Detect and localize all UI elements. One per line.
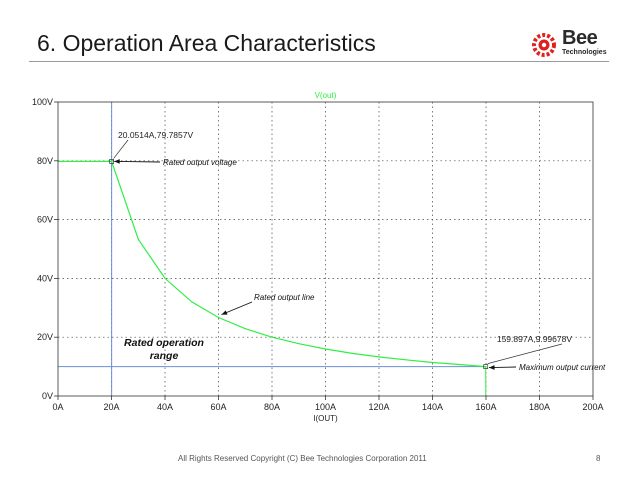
x-tick-label: 200A xyxy=(582,402,603,412)
y-tick-label: 100V xyxy=(32,97,53,107)
annotation-arrow xyxy=(114,160,161,163)
chart-annotations: 20.0514A,79.7857V 159.897A,9.99678V Rated … xyxy=(109,130,606,372)
logo-subtitle: Technologies xyxy=(562,49,607,56)
arrow-head xyxy=(114,159,120,164)
title-divider xyxy=(29,61,609,62)
series-point xyxy=(378,356,380,358)
series-point xyxy=(137,238,139,240)
chart-grid xyxy=(58,102,593,396)
series-point xyxy=(298,343,300,345)
series-point xyxy=(191,301,193,303)
chart-cursors xyxy=(58,102,487,396)
x-tick-label: 100A xyxy=(315,402,336,412)
logo-name: Bee xyxy=(562,27,598,49)
arrow-head xyxy=(489,365,495,370)
cursor-marker xyxy=(109,159,114,164)
chart-title: V(out) xyxy=(315,91,337,100)
annotation-range: range xyxy=(150,350,179,362)
series-line xyxy=(58,160,486,368)
cursor-marker xyxy=(483,364,489,369)
series-point xyxy=(111,160,113,163)
footer-copyright: All Rights Reserved Copyright (C) Bee Te… xyxy=(178,454,427,463)
x-tick-label: 20A xyxy=(103,402,119,412)
plot-frame xyxy=(57,101,594,397)
annotation-rated-output-voltage: Rated output voltage xyxy=(163,158,237,167)
series-point xyxy=(217,316,220,319)
bee-logo-icon xyxy=(532,33,556,57)
y-tick-label: 20V xyxy=(37,332,53,342)
y-tick-label: 80V xyxy=(37,156,53,166)
y-tick-label: 0V xyxy=(42,391,53,401)
annotation-max-output-current: Maximum output current xyxy=(519,363,606,372)
x-tick-label: 140A xyxy=(422,402,443,412)
cursor-label: 159.897A,9.99678V xyxy=(497,334,572,344)
chart-axes: 0A 20A 40A 60A 80A 100A 120A 140A 160A 180A 200A 0V… xyxy=(32,91,604,423)
annotation-rated-operation: Rated operation xyxy=(124,337,204,349)
series-point xyxy=(485,366,487,368)
series-point xyxy=(244,328,246,330)
cursor-leader xyxy=(487,343,563,364)
arrow-head xyxy=(221,310,228,315)
x-tick-label: 60A xyxy=(210,402,226,412)
series-point xyxy=(431,361,434,364)
y-tick-label: 40V xyxy=(37,273,53,283)
chart-series xyxy=(57,160,487,368)
y-tick-label: 60V xyxy=(37,215,53,225)
series-point xyxy=(324,348,327,350)
cursor-label: 20.0514A,79.7857V xyxy=(118,130,193,140)
x-tick-label: 160A xyxy=(475,402,496,412)
series-point xyxy=(351,352,353,354)
page-number: 8 xyxy=(596,454,601,463)
annotation-rated-output-line: Rated output line xyxy=(254,293,315,302)
logo-gear-icon xyxy=(532,33,556,57)
series-point xyxy=(458,363,460,366)
x-tick-label: 80A xyxy=(264,402,280,412)
cursor-leader xyxy=(113,139,129,159)
slide-title: 6. Operation Area Characteristics xyxy=(37,30,376,56)
x-axis-label: I(OUT) xyxy=(313,414,338,423)
x-tick-label: 180A xyxy=(529,402,550,412)
series-point xyxy=(271,336,273,338)
x-tick-label: 0A xyxy=(52,402,63,412)
series-point xyxy=(405,359,407,361)
x-tick-label: 40A xyxy=(157,402,173,412)
series-point xyxy=(164,277,166,279)
x-tick-label: 120A xyxy=(368,402,389,412)
